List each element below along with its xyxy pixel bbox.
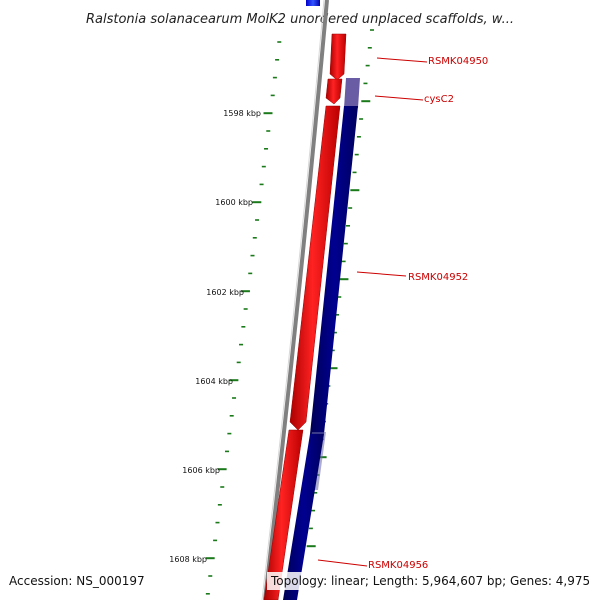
gene-labels: RSMK04950 cysC2 RSMK04952 RSMK04956 [317, 56, 488, 571]
gene-rsmk04952[interactable] [289, 105, 341, 431]
forward-strand-track [263, 33, 347, 600]
gene-rsmk04950[interactable] [329, 33, 347, 81]
gene-rsmk04956[interactable] [283, 434, 324, 600]
gene-label-rsmk04952[interactable]: RSMK04952 [408, 272, 468, 283]
gene-label-rsmk04956[interactable]: RSMK04956 [368, 560, 428, 571]
tick-label-1598: 1598 kbp [223, 109, 261, 118]
leader-rsmk04952 [356, 271, 407, 277]
tick-label-1606: 1606 kbp [182, 466, 220, 475]
map-title: Ralstonia solanacearum MolK2 unordered u… [86, 12, 514, 27]
leader-cysc2 [374, 95, 424, 101]
tick-label-1600: 1600 kbp [215, 198, 253, 207]
ruler-labels: 1598 kbp 1600 kbp 1602 kbp 1604 kbp 1606… [169, 109, 261, 564]
reverse-strand-track [283, 78, 360, 600]
sequence-axis-highlight [261, 0, 325, 600]
gene-reverse-long[interactable] [310, 106, 358, 434]
tick-label-1602: 1602 kbp [206, 288, 244, 297]
top-feature-block[interactable] [306, 0, 320, 6]
sequence-axis [263, 0, 329, 600]
topology-info: Topology: linear; Length: 5,964,607 bp; … [267, 572, 595, 590]
gene-label-cysc2[interactable]: cysC2 [424, 94, 454, 105]
gene-small-block[interactable] [325, 78, 343, 105]
gene-lower-forward[interactable] [263, 429, 304, 600]
tick-label-1604: 1604 kbp [195, 377, 233, 386]
accession-label: Accession: NS_000197 [5, 572, 149, 590]
gene-cysc2[interactable] [344, 78, 360, 108]
gene-label-rsmk04950[interactable]: RSMK04950 [428, 56, 488, 67]
leader-rsmk04956 [317, 559, 368, 567]
leader-rsmk04950 [376, 57, 428, 63]
tick-label-1608: 1608 kbp [169, 555, 207, 564]
